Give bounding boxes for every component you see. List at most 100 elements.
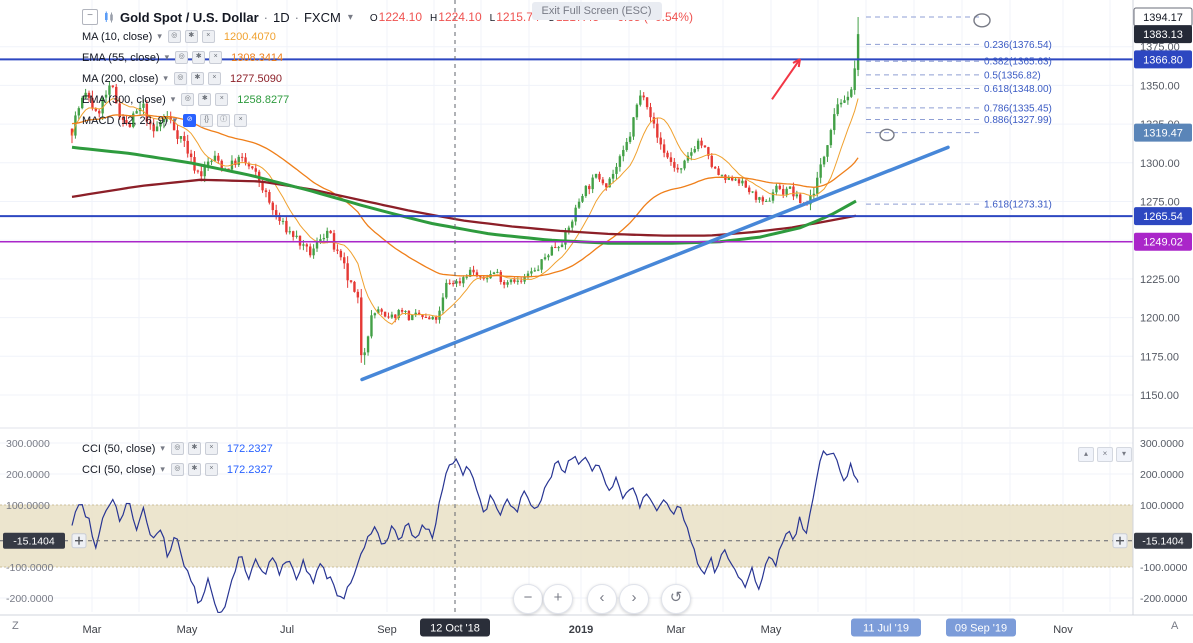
gear-icon[interactable]: ✱	[192, 51, 206, 64]
chevron-down-icon[interactable]: ▾	[160, 443, 165, 453]
gear-icon[interactable]: ✱	[187, 463, 201, 476]
time-axis-label: Nov	[1053, 624, 1073, 636]
chevron-down-icon[interactable]: ▾	[157, 31, 162, 41]
indicator-row: MACD (12, 26, 9) ▾ ⊘{} ⓘ ×	[82, 110, 693, 131]
pane-move-down-button[interactable]: ▾	[1116, 447, 1132, 462]
zoom-out-button[interactable]: −	[513, 584, 543, 614]
price-tick-label: 1275.00	[1140, 197, 1180, 209]
pane-controls: ▴ × ▾	[1078, 447, 1132, 462]
scroll-right-button[interactable]: ›	[619, 584, 649, 614]
circle-drawing[interactable]	[973, 13, 991, 28]
svg-text:11 Jul '19: 11 Jul '19	[863, 623, 909, 635]
indicator-value: 172.2327	[226, 463, 273, 476]
price-pane	[70, 17, 860, 365]
indicator-name[interactable]: EMA (55, close)	[82, 51, 160, 64]
close-icon[interactable]: ×	[209, 51, 223, 64]
chevron-down-icon[interactable]: ▾	[160, 464, 165, 474]
indicator-value: 1277.5090	[229, 72, 282, 85]
pane-close-button[interactable]: ×	[1097, 447, 1113, 462]
cci-tick-label: 200.0000	[1140, 469, 1184, 481]
corner-label-left: Z	[12, 620, 19, 632]
candlestick-chart-icon	[103, 11, 115, 23]
close-icon[interactable]: ×	[207, 72, 221, 85]
ma10-line	[71, 98, 859, 325]
indicator-value: 1200.4070	[223, 30, 276, 43]
indicator-name[interactable]: CCI (50, close)	[82, 463, 156, 476]
close-icon[interactable]: ×	[204, 463, 218, 476]
close-icon[interactable]: ×	[204, 442, 218, 455]
svg-text:-15.1404: -15.1404	[13, 536, 55, 548]
indicator-value: 172.2327	[226, 442, 273, 455]
trendline-drawing[interactable]	[360, 145, 950, 382]
cci-tick-label-left: 300.0000	[6, 438, 50, 450]
indicator-row: MA (200, close) ▾ ◎ ✱ × 1277.5090	[82, 68, 693, 89]
gear-icon[interactable]: ✱	[198, 93, 212, 106]
time-axis-label: Mar	[83, 624, 102, 636]
svg-text:1265.54: 1265.54	[1143, 211, 1183, 223]
svg-text:1366.80: 1366.80	[1143, 54, 1183, 66]
price-tick-label: 1300.00	[1140, 158, 1180, 170]
eye-icon[interactable]: ◎	[175, 51, 189, 64]
price-tick-label: 1200.00	[1140, 313, 1180, 325]
info-icon[interactable]: ⓘ	[217, 114, 231, 127]
price-badge	[1134, 50, 1192, 69]
eye-icon[interactable]: ◎	[170, 463, 184, 476]
source-code-icon[interactable]: {}	[200, 114, 214, 127]
drawings: 0.236(1376.54) 0.382(1365.63) 0.5(1356.82)…	[0, 13, 1133, 382]
chevron-down-icon[interactable]: ▾	[172, 115, 178, 125]
gear-icon[interactable]: ✱	[187, 442, 201, 455]
gear-icon[interactable]: ✱	[184, 30, 198, 43]
indicator-name[interactable]: MACD (12, 26, 9)	[82, 114, 168, 127]
open-value: O1224.10	[369, 10, 423, 24]
separator-dot: ·	[294, 9, 299, 25]
cci-band	[0, 505, 1133, 567]
symbol-title[interactable]: Gold Spot / U.S. Dollar	[120, 9, 259, 25]
chevron-down-icon[interactable]: ▾	[163, 73, 168, 83]
indicator-row: EMA (55, close) ▾ ◎ ✱ × 1308.3414	[82, 47, 693, 68]
chevron-down-icon[interactable]: ▾	[164, 52, 170, 62]
exit-fullscreen-tooltip: Exit Full Screen (ESC)	[531, 2, 662, 20]
indicator-name[interactable]: MA (200, close)	[82, 72, 159, 85]
eye-icon[interactable]: ◎	[167, 30, 181, 43]
exchange-label[interactable]: FXCM	[303, 9, 341, 25]
chevron-down-icon[interactable]: ▾	[170, 94, 176, 104]
cci-indicator-row: CCI (50, close) ▾ ◎ ✱ × 172.2327	[82, 438, 273, 459]
crosshair	[0, 0, 1133, 615]
price-tick-label: 1350.00	[1140, 80, 1180, 92]
price-axis[interactable]	[1133, 0, 1193, 615]
gear-icon[interactable]: ✱	[190, 72, 204, 85]
arrow-drawing[interactable]	[771, 58, 801, 100]
corner-label-right: A	[1171, 620, 1179, 632]
interval-label[interactable]: 1D	[273, 9, 290, 25]
indicator-name[interactable]: CCI (50, close)	[82, 442, 156, 455]
close-icon[interactable]: ×	[201, 30, 215, 43]
cci-tick-label: -200.0000	[1140, 593, 1187, 605]
cci-tick-label-left: 100.0000	[6, 500, 50, 512]
cci-legend: CCI (50, close) ▾ ◎ ✱ × 172.2327 CCI (50, clos…	[82, 438, 273, 480]
price-badge	[1134, 232, 1192, 251]
cci-indicator-row: CCI (50, close) ▾ ◎ ✱ × 172.2327	[82, 459, 273, 480]
reset-chart-button[interactable]: ↺	[661, 584, 691, 614]
collapse-legend-button[interactable]: −	[82, 9, 98, 25]
eye-icon[interactable]: ◎	[173, 72, 187, 85]
indicator-name[interactable]: EMA (300, close)	[82, 93, 166, 106]
scroll-left-button[interactable]: ‹	[587, 584, 617, 614]
time-axis-label: 2019	[569, 624, 593, 636]
svg-text:1383.13: 1383.13	[1143, 29, 1183, 41]
svg-text:1319.47: 1319.47	[1143, 128, 1183, 140]
circle-drawing[interactable]	[879, 128, 895, 142]
ema55-line	[71, 114, 859, 278]
time-badge	[420, 618, 490, 637]
svg-text:-15.1404: -15.1404	[1142, 536, 1184, 548]
pane-move-up-button[interactable]: ▴	[1078, 447, 1094, 462]
eye-icon[interactable]: ◎	[170, 442, 184, 455]
fib-level-label: 0.382(1365.63)	[984, 57, 1052, 68]
eye-icon[interactable]: ◎	[181, 93, 195, 106]
indicator-name[interactable]: MA (10, close)	[82, 30, 153, 43]
chevron-down-icon[interactable]: ▾	[347, 11, 353, 23]
zoom-in-button[interactable]: +	[543, 584, 573, 614]
close-icon[interactable]: ×	[234, 114, 248, 127]
eye-off-icon[interactable]: ⊘	[183, 114, 197, 127]
close-icon[interactable]: ×	[215, 93, 229, 106]
